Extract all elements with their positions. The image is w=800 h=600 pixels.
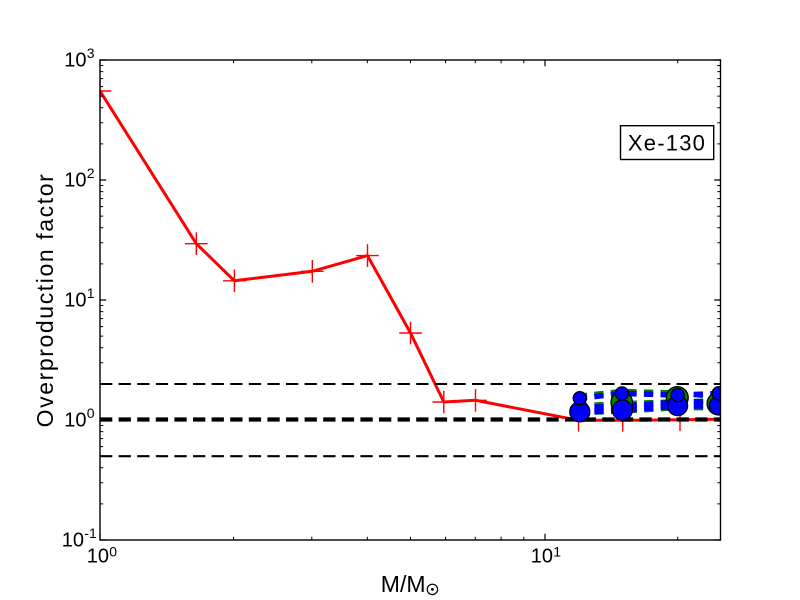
svg-text:Xe-130: Xe-130 (628, 131, 706, 156)
svg-text:10: 10 (64, 170, 86, 192)
svg-text:1: 1 (553, 544, 561, 560)
svg-text:10: 10 (62, 530, 84, 552)
svg-text:10: 10 (64, 290, 86, 312)
svg-text:2: 2 (87, 165, 95, 181)
svg-text:M/M: M/M (381, 571, 426, 597)
svg-text:10: 10 (64, 410, 86, 432)
svg-text:10: 10 (64, 50, 86, 72)
svg-text:10: 10 (87, 546, 109, 568)
svg-text:0: 0 (87, 405, 95, 421)
svg-text:Overproduction factor: Overproduction factor (32, 173, 58, 428)
svg-text:10: 10 (531, 546, 553, 568)
svg-text:0: 0 (109, 544, 117, 560)
svg-text:1: 1 (87, 285, 95, 301)
svg-text:-1: -1 (84, 525, 97, 541)
svg-text:3: 3 (87, 45, 95, 61)
